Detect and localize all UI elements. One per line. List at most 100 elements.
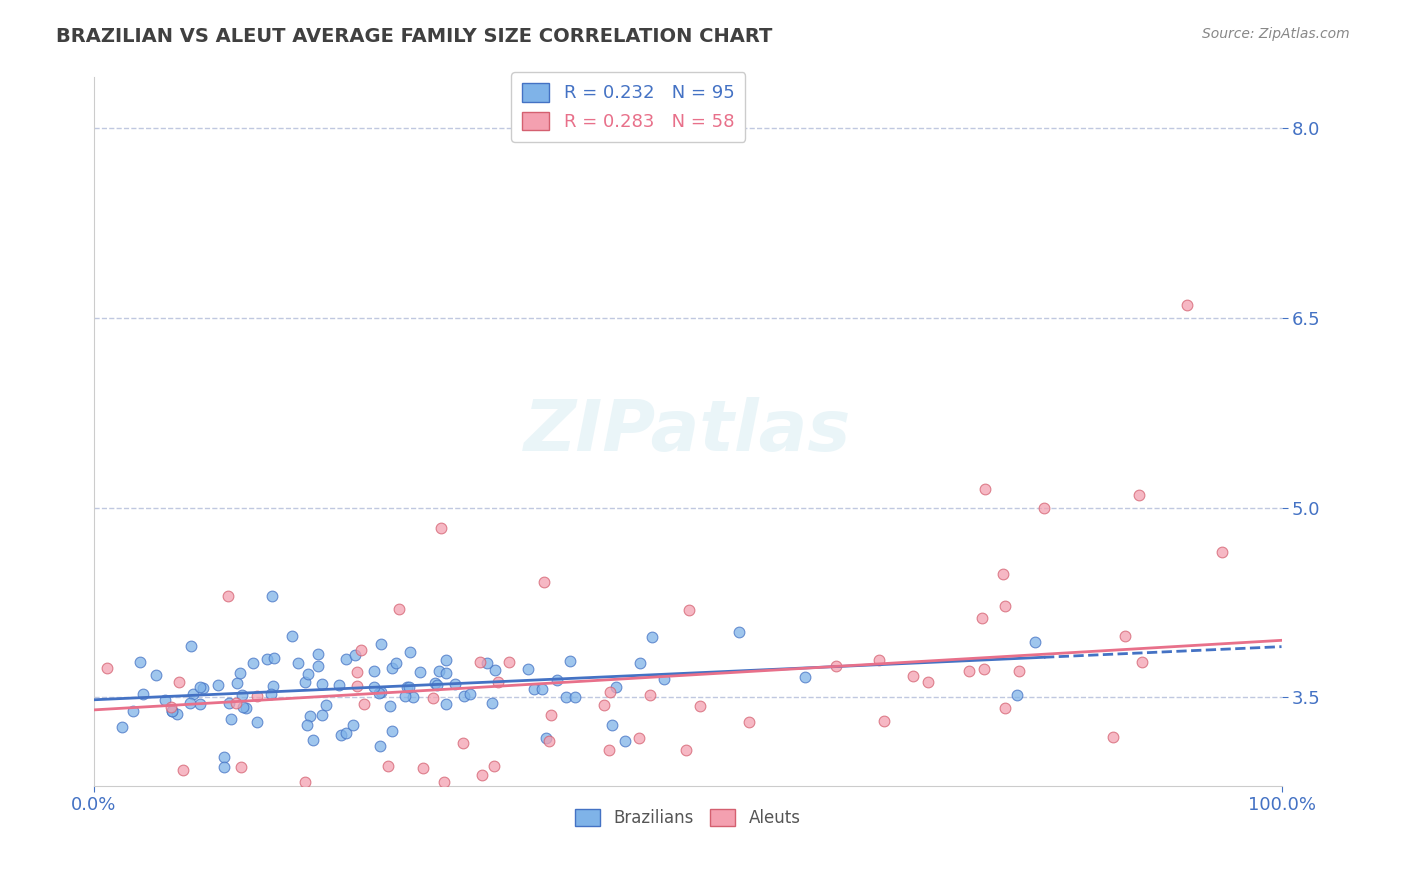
Point: [344, 648, 367, 663]
Point: [307, 648, 329, 662]
Point: [453, 689, 475, 703]
Point: [1008, 664, 1031, 678]
Point: [482, 759, 505, 773]
Point: [212, 750, 235, 764]
Point: [352, 821, 374, 835]
Point: [398, 680, 420, 694]
Point: [294, 675, 316, 690]
Point: [427, 664, 450, 678]
Point: [207, 678, 229, 692]
Point: [824, 659, 846, 673]
Point: [181, 687, 204, 701]
Point: [434, 697, 457, 711]
Point: [523, 682, 546, 697]
Point: [917, 674, 939, 689]
Point: [214, 823, 236, 838]
Point: [564, 690, 586, 704]
Point: [486, 674, 509, 689]
Point: [434, 653, 457, 667]
Point: [1033, 500, 1056, 515]
Point: [311, 707, 333, 722]
Point: [1128, 488, 1150, 502]
Point: [423, 675, 446, 690]
Point: [640, 688, 662, 702]
Point: [131, 687, 153, 701]
Point: [641, 630, 664, 644]
Point: [430, 521, 453, 535]
Point: [558, 654, 581, 668]
Point: [193, 681, 215, 695]
Point: [245, 689, 267, 703]
Point: [129, 655, 152, 669]
Point: [433, 775, 456, 789]
Point: [350, 643, 373, 657]
Point: [426, 678, 449, 692]
Point: [232, 700, 254, 714]
Point: [471, 768, 494, 782]
Legend: Brazilians, Aleuts: Brazilians, Aleuts: [568, 803, 807, 834]
Point: [738, 715, 761, 730]
Point: [166, 706, 188, 721]
Point: [162, 704, 184, 718]
Point: [1211, 545, 1233, 559]
Point: [110, 720, 132, 734]
Point: [538, 733, 561, 747]
Point: [287, 657, 309, 671]
Point: [377, 758, 399, 772]
Point: [1005, 689, 1028, 703]
Point: [188, 698, 211, 712]
Point: [873, 714, 896, 728]
Point: [160, 704, 183, 718]
Point: [297, 666, 319, 681]
Point: [381, 724, 404, 739]
Point: [231, 688, 253, 702]
Point: [613, 733, 636, 747]
Point: [652, 672, 675, 686]
Point: [256, 652, 278, 666]
Point: [605, 680, 627, 694]
Point: [593, 698, 616, 713]
Point: [246, 714, 269, 729]
Point: [167, 674, 190, 689]
Point: [994, 599, 1017, 613]
Text: BRAZILIAN VS ALEUT AVERAGE FAMILY SIZE CORRELATION CHART: BRAZILIAN VS ALEUT AVERAGE FAMILY SIZE C…: [56, 27, 773, 45]
Point: [422, 690, 444, 705]
Point: [217, 589, 239, 603]
Point: [1175, 298, 1198, 312]
Point: [531, 681, 554, 696]
Point: [342, 718, 364, 732]
Point: [225, 696, 247, 710]
Point: [307, 658, 329, 673]
Point: [994, 701, 1017, 715]
Text: ZIPatlas: ZIPatlas: [524, 397, 852, 467]
Point: [225, 676, 247, 690]
Point: [412, 761, 434, 775]
Point: [328, 678, 350, 692]
Point: [901, 669, 924, 683]
Point: [363, 665, 385, 679]
Point: [242, 656, 264, 670]
Point: [214, 760, 236, 774]
Point: [294, 775, 316, 789]
Point: [402, 690, 425, 704]
Point: [628, 657, 651, 671]
Point: [381, 661, 404, 675]
Point: [311, 677, 333, 691]
Point: [281, 790, 304, 805]
Point: [546, 673, 568, 687]
Point: [689, 698, 711, 713]
Point: [260, 687, 283, 701]
Point: [172, 763, 194, 777]
Point: [231, 760, 253, 774]
Point: [517, 662, 540, 676]
Point: [678, 603, 700, 617]
Point: [346, 665, 368, 679]
Point: [218, 696, 240, 710]
Point: [153, 692, 176, 706]
Point: [346, 679, 368, 693]
Point: [179, 696, 201, 710]
Point: [1114, 629, 1136, 643]
Point: [1132, 656, 1154, 670]
Point: [368, 686, 391, 700]
Point: [254, 881, 277, 892]
